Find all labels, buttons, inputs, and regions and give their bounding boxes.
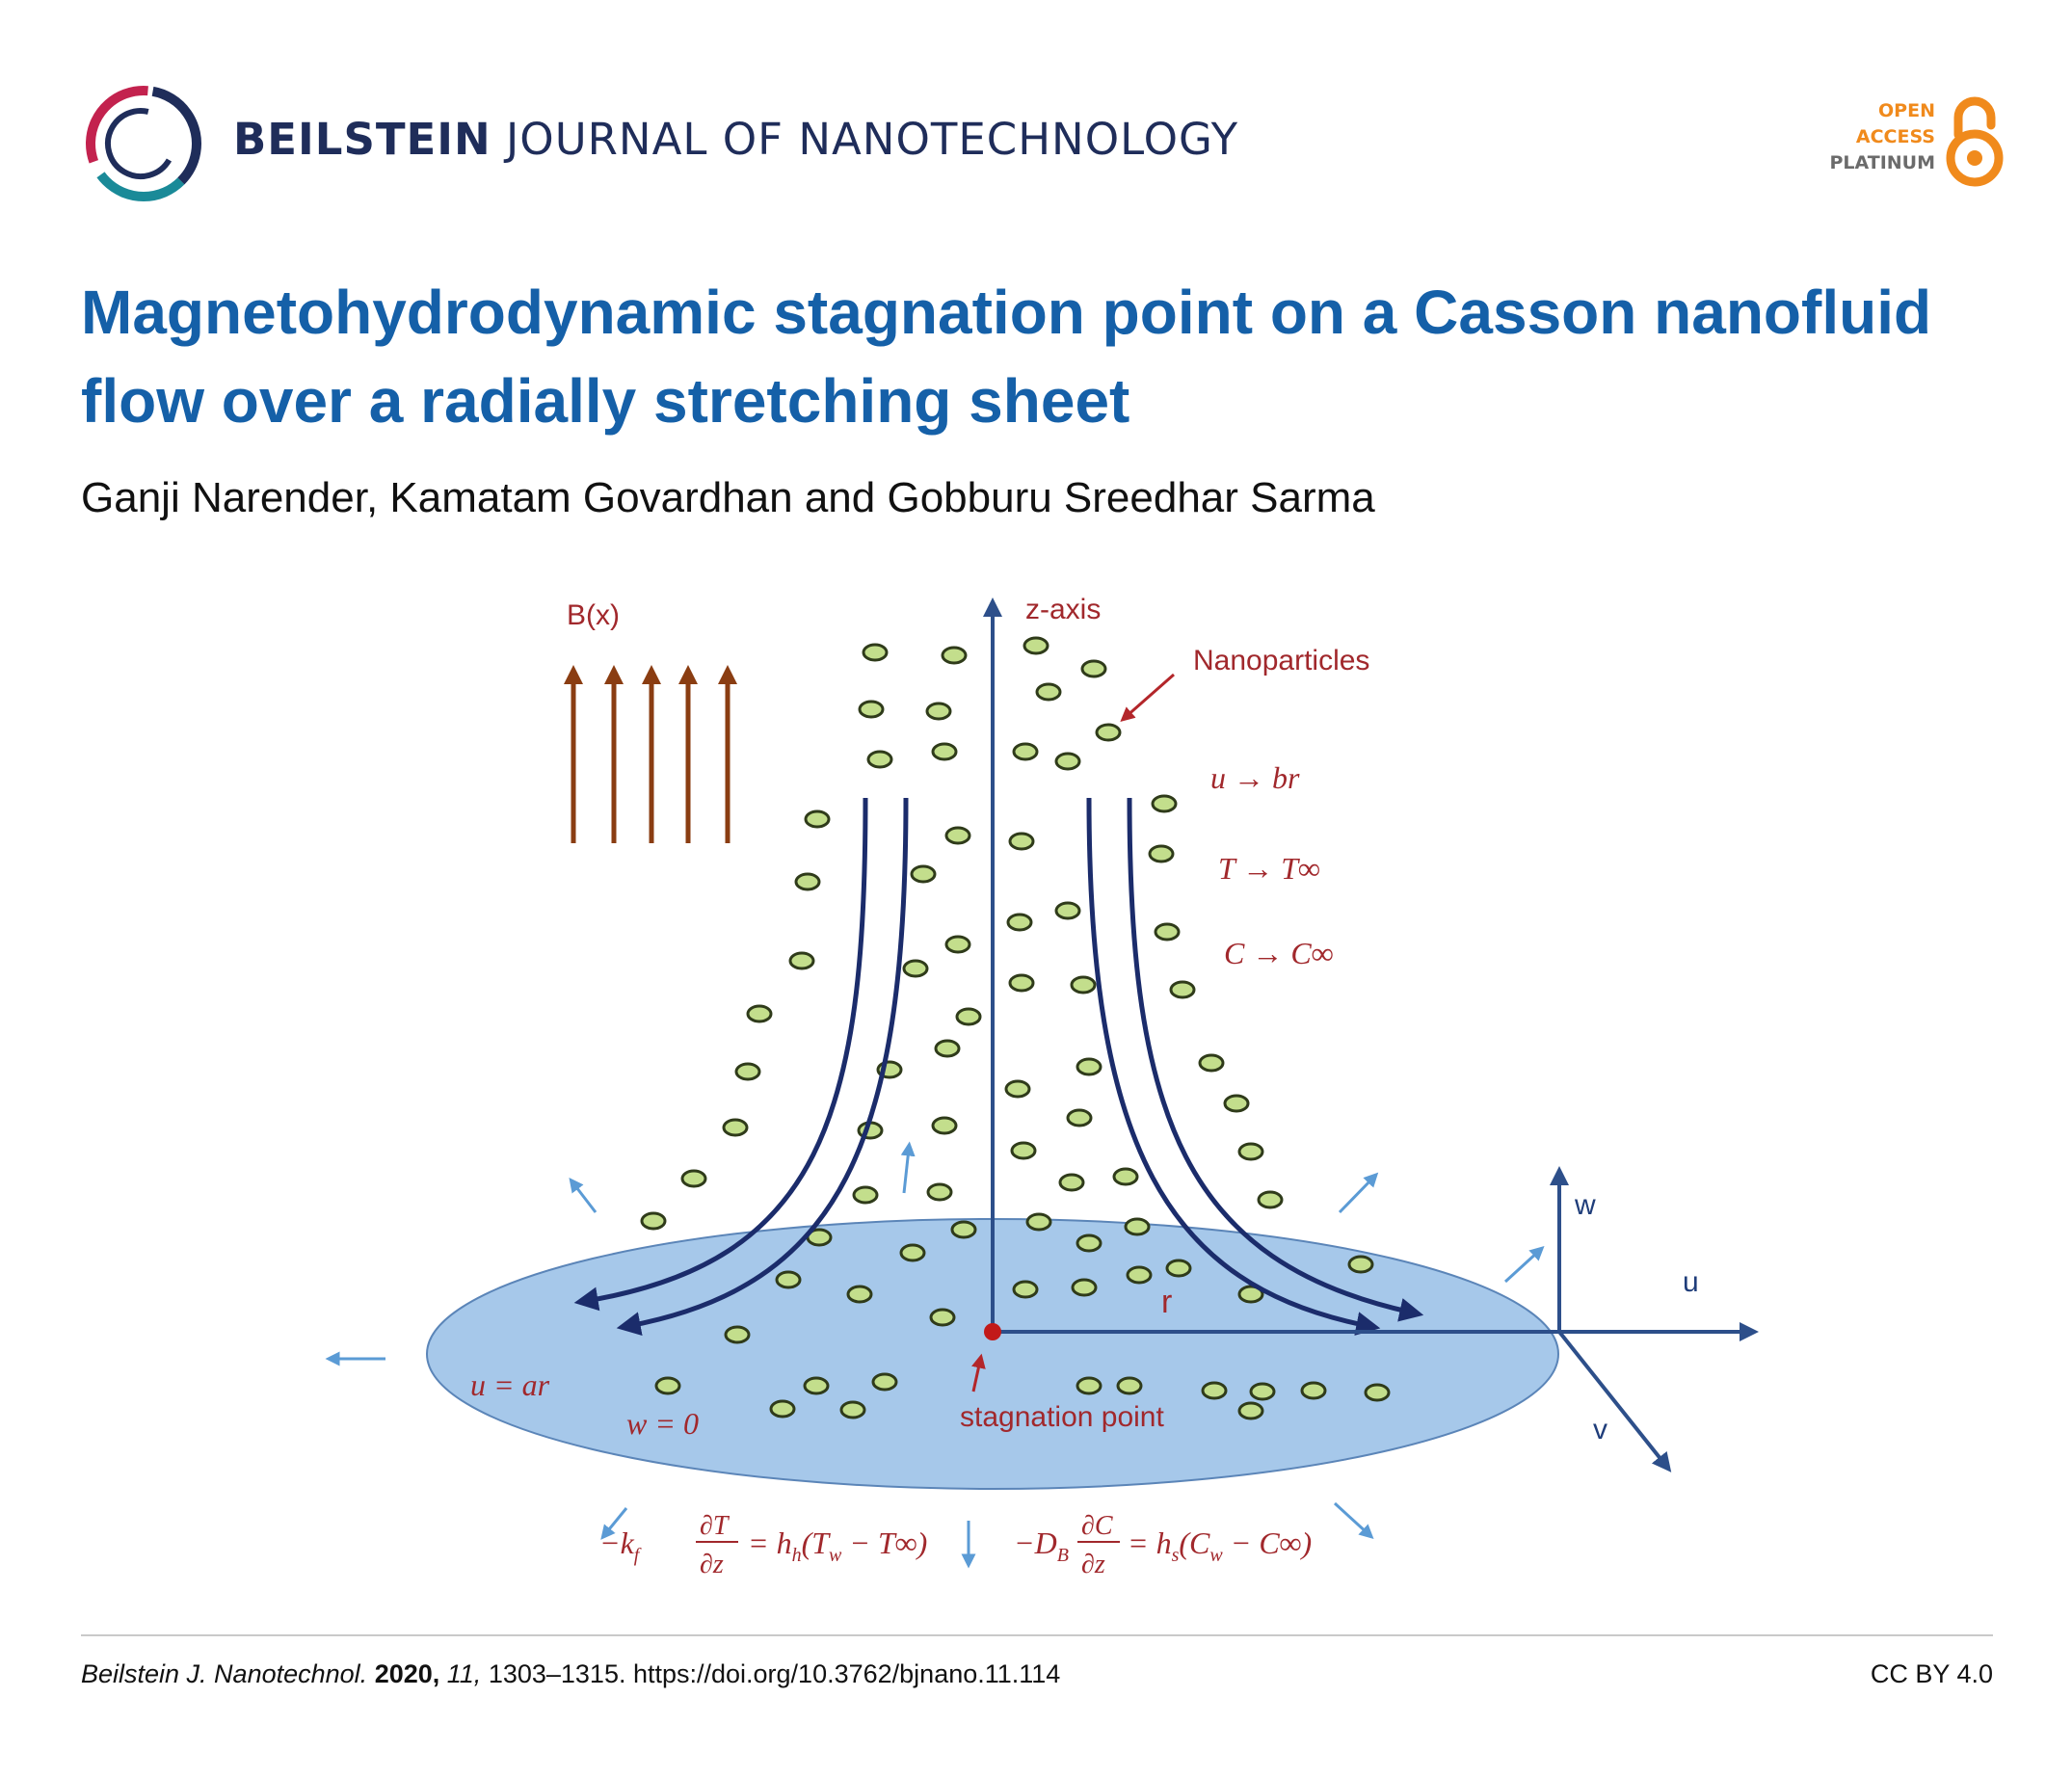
open-access-line2: ACCESS bbox=[1855, 126, 1935, 147]
local-w-label: w bbox=[1574, 1189, 1596, 1221]
stagnation-point-label: stagnation point bbox=[960, 1401, 1164, 1433]
open-access-line3: PLATINUM bbox=[1829, 152, 1935, 173]
bc-mass-rhs-w: w bbox=[1209, 1545, 1223, 1566]
far-field-c: C → C∞ bbox=[1224, 936, 1334, 970]
citation: Beilstein J. Nanotechnol. 2020, 11, 1303… bbox=[81, 1659, 1060, 1689]
heat-boundary-condition: −kf ∂T ∂z = hh(Tw − T∞) bbox=[599, 1511, 927, 1579]
open-access-badge: OPEN ACCESS PLATINUM bbox=[1802, 96, 2005, 195]
stretch-arrows bbox=[325, 1141, 1545, 1569]
magnetic-field-arrows bbox=[564, 665, 737, 843]
bc-mass-rhs-end: − C∞) bbox=[1223, 1525, 1312, 1560]
bc-heat-rhs: = h bbox=[748, 1525, 792, 1560]
license-label[interactable]: CC BY 4.0 bbox=[1870, 1659, 1993, 1688]
nanoparticles bbox=[640, 636, 1391, 1420]
z-axis-label: z-axis bbox=[1025, 594, 1101, 625]
bc-mass-num: ∂C bbox=[1081, 1511, 1113, 1541]
open-access-line1: OPEN bbox=[1878, 100, 1935, 121]
svg-text:−DB: −DB bbox=[1014, 1525, 1069, 1566]
graphical-abstract-figure: B(x) bbox=[325, 594, 1759, 1579]
footer-divider bbox=[81, 1634, 1993, 1636]
bc-mass-den: ∂z bbox=[1081, 1550, 1105, 1579]
open-access-lock-icon bbox=[1946, 96, 2004, 187]
svg-text:−kf: −kf bbox=[599, 1525, 642, 1566]
wall-condition-u: u = ar bbox=[470, 1367, 550, 1402]
nanoparticles-label: Nanoparticles bbox=[1193, 645, 1369, 676]
nanoparticles-pointer bbox=[1120, 673, 1175, 722]
article-authors: Ganji Narender, Kamatam Govardhan and Go… bbox=[81, 474, 1375, 521]
local-u-label: u bbox=[1683, 1266, 1699, 1298]
local-axes bbox=[1550, 1166, 1672, 1472]
bc-heat-rhs-tail: (T bbox=[802, 1525, 832, 1560]
wall-condition-w: w = 0 bbox=[626, 1406, 699, 1441]
bc-heat-den: ∂z bbox=[700, 1550, 724, 1579]
bc-heat-rhs-w: w bbox=[829, 1545, 842, 1566]
bc-heat-rhs-end: − T∞) bbox=[841, 1525, 927, 1560]
local-v-label: v bbox=[1593, 1414, 1607, 1445]
magnetic-field-label: B(x) bbox=[567, 599, 620, 631]
page-header: BEILSTEIN JOURNAL OF NANOTECHNOLOGY OPEN… bbox=[0, 0, 2072, 231]
article-title: Magnetohydrodynamic stagnation point on … bbox=[81, 278, 1932, 436]
citation-year: 2020, bbox=[374, 1659, 440, 1688]
bc-heat-num: ∂T bbox=[700, 1511, 731, 1541]
bc-heat-lhs: −k bbox=[599, 1525, 635, 1560]
bc-heat-lhs-sub: f bbox=[634, 1545, 642, 1566]
bc-heat-rhs-sub: h bbox=[792, 1545, 802, 1566]
open-access-text: OPEN ACCESS PLATINUM bbox=[1829, 98, 1935, 176]
stagnation-point-marker bbox=[984, 1323, 1001, 1340]
svg-text:= hs(Cw − C∞): = hs(Cw − C∞) bbox=[1128, 1525, 1312, 1566]
far-field-t: T → T∞ bbox=[1218, 851, 1320, 886]
bc-mass-rhs-tail: (C bbox=[1179, 1525, 1210, 1560]
bc-mass-rhs-sub: s bbox=[1172, 1545, 1180, 1566]
stream-lines bbox=[573, 797, 1424, 1336]
r-axis-label: r bbox=[1161, 1284, 1172, 1320]
citation-volume: 11, bbox=[446, 1659, 482, 1688]
bc-mass-rhs: = h bbox=[1128, 1525, 1172, 1560]
journal-name: BEILSTEIN JOURNAL OF NANOTECHNOLOGY bbox=[233, 114, 1238, 165]
citation-journal: Beilstein J. Nanotechnol. bbox=[81, 1659, 368, 1688]
bc-mass-lhs: −D bbox=[1014, 1525, 1057, 1560]
far-field-u: u → br bbox=[1210, 760, 1300, 795]
mass-boundary-condition: −DB ∂C ∂z = hs(Cw − C∞) bbox=[1014, 1511, 1312, 1579]
citation-pages-doi[interactable]: 1303–1315. https://doi.org/10.3762/bjnan… bbox=[481, 1659, 1061, 1688]
journal-name-bold: BEILSTEIN bbox=[233, 114, 491, 165]
beilstein-logo-icon bbox=[86, 86, 201, 201]
journal-name-rest: JOURNAL OF NANOTECHNOLOGY bbox=[491, 114, 1239, 165]
stagnation-pointer bbox=[971, 1353, 986, 1392]
svg-text:= hh(Tw − T∞): = hh(Tw − T∞) bbox=[748, 1525, 927, 1566]
bc-mass-lhs-sub: B bbox=[1057, 1545, 1069, 1566]
